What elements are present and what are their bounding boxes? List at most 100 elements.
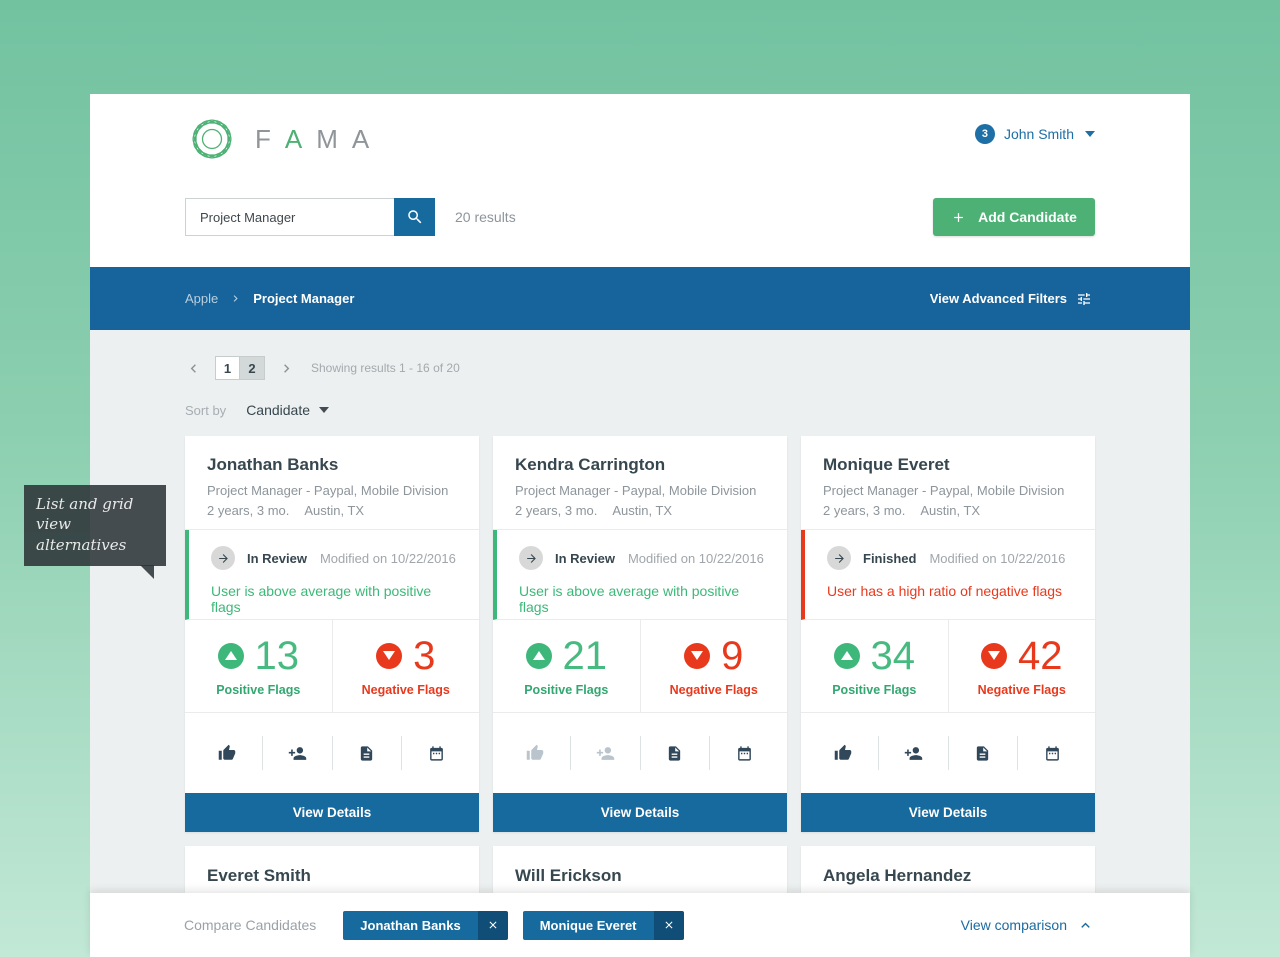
close-icon [489,921,497,929]
card-action-bar [801,713,1095,793]
candidate-card: Will Erickson [493,846,787,893]
status-section: Finished Modified on 10/22/2016 User has… [801,530,1095,620]
divider [1017,736,1019,770]
search-input[interactable] [185,198,394,236]
thumbs-up-icon[interactable] [501,744,570,762]
view-details-button[interactable]: View Details [801,793,1095,832]
triangle-up-icon [525,642,552,669]
flag-summary-message: User has a high ratio of negative flags [827,583,1063,599]
chevron-down-icon [1085,131,1095,137]
compare-candidates-label: Compare Candidates [184,917,317,933]
card-header: Monique Everet Project Manager - Paypal,… [801,436,1095,530]
candidate-name: Everet Smith [207,866,311,885]
candidate-name: Jonathan Banks [207,455,339,474]
view-details-button[interactable]: View Details [493,793,787,832]
flag-summary-message: User is above average with positive flag… [211,583,432,615]
remove-candidate-button[interactable] [653,910,684,940]
sort-dropdown[interactable]: Candidate [246,402,330,418]
results-area: 1 2 Showing results 1 - 16 of 20 Sort by… [90,330,1190,893]
divider [709,736,711,770]
chevron-left-icon [190,363,196,373]
positive-flags-count: 21 [562,633,608,678]
notification-badge[interactable]: 3 [974,124,995,144]
thumbs-up-icon[interactable] [809,744,878,762]
results-count: 20 results [455,209,516,225]
card-action-bar [493,713,787,793]
page-button-2[interactable]: 2 [240,356,265,380]
positive-flags-count: 34 [870,633,916,678]
calendar-icon[interactable] [710,745,779,762]
status-section: In Review Modified on 10/22/2016 User is… [185,530,479,620]
triangle-down-icon [684,642,711,669]
remove-candidate-button[interactable] [477,910,508,940]
negative-flags-count: 3 [413,633,436,678]
chip-candidate-name: Monique Everet [522,910,654,940]
candidate-name: Angela Hernandez [823,866,972,885]
results-summary: Showing results 1 - 16 of 20 [311,361,460,375]
search-button[interactable] [394,198,435,236]
candidate-card: Everet Smith [185,846,479,893]
chevron-down-icon [319,407,330,413]
negative-flags: 9 Negative Flags [669,633,758,697]
view-details-button[interactable]: View Details [185,793,479,832]
search-icon [407,210,421,224]
breadcrumb: Apple Project Manager [185,291,354,306]
chevron-right-icon [233,295,238,302]
document-icon[interactable] [949,745,1018,762]
calendar-icon[interactable] [1018,745,1087,762]
search-row: 20 results Add Candidate [185,198,1095,236]
fama-logo-icon [192,119,232,159]
status-arrow-icon [211,546,235,570]
thumbs-up-icon[interactable] [193,744,262,762]
view-comparison-button[interactable]: View comparison [961,917,1094,934]
modified-date: Modified on 10/22/2016 [627,550,764,566]
chevron-up-icon [1081,922,1090,928]
candidate-name: Monique Everet [823,455,950,474]
page-button-1[interactable]: 1 [215,356,240,380]
chevron-right-icon [284,363,290,373]
candidate-meta: 2 years, 3 mo. Austin, TX [207,503,365,518]
add-candidate-button[interactable]: Add Candidate [933,198,1095,236]
candidate-role: Project Manager - Paypal, Mobile Divisio… [207,483,449,498]
candidate-cards-row: Jonathan Banks Project Manager - Paypal,… [185,436,1095,832]
prev-page-button[interactable] [185,360,202,377]
person-add-icon[interactable] [263,744,332,763]
candidate-card: Kendra Carrington Project Manager - Payp… [493,436,787,832]
chip-candidate-name: Jonathan Banks [343,910,478,940]
document-icon[interactable] [333,745,402,762]
document-icon[interactable] [641,745,710,762]
person-add-icon[interactable] [879,744,948,763]
triangle-up-icon [217,642,244,669]
breadcrumb-apple[interactable]: Apple [185,291,219,306]
candidate-role: Project Manager - Paypal, Mobile Divisio… [823,483,1065,498]
modified-date: Modified on 10/22/2016 [929,550,1066,566]
triangle-up-icon [833,642,860,669]
card-header: Kendra Carrington Project Manager - Payp… [493,436,787,530]
status-arrow-icon [519,546,543,570]
status-section: In Review Modified on 10/22/2016 User is… [493,530,787,620]
candidate-name: Kendra Carrington [515,455,666,474]
compare-chip: Jonathan Banks [343,910,508,940]
candidate-cards-row-2: Everet Smith Will Erickson Angela Hernan… [185,846,1095,893]
user-menu[interactable]: 3 John Smith [974,124,1095,144]
calendar-icon[interactable] [402,745,471,762]
candidate-card: Jonathan Banks Project Manager - Paypal,… [185,436,479,832]
candidate-name: Will Erickson [515,866,622,885]
next-page-button[interactable] [278,360,295,377]
annotation-tooltip: List and grid view alternatives [24,485,166,579]
divider [331,736,333,770]
sort-by-label: Sort by [185,402,227,418]
positive-flags: 34 Positive Flags [801,620,949,712]
divider [401,736,403,770]
candidate-role: Project Manager - Paypal, Mobile Divisio… [515,483,757,498]
divider [569,736,571,770]
divider [947,736,949,770]
breadcrumb-project-manager: Project Manager [253,291,355,306]
positive-flags-count: 13 [254,633,300,678]
person-add-icon[interactable] [571,744,640,763]
advanced-filters-toggle[interactable]: View Advanced Filters [930,291,1092,307]
status-label: In Review [555,550,615,566]
